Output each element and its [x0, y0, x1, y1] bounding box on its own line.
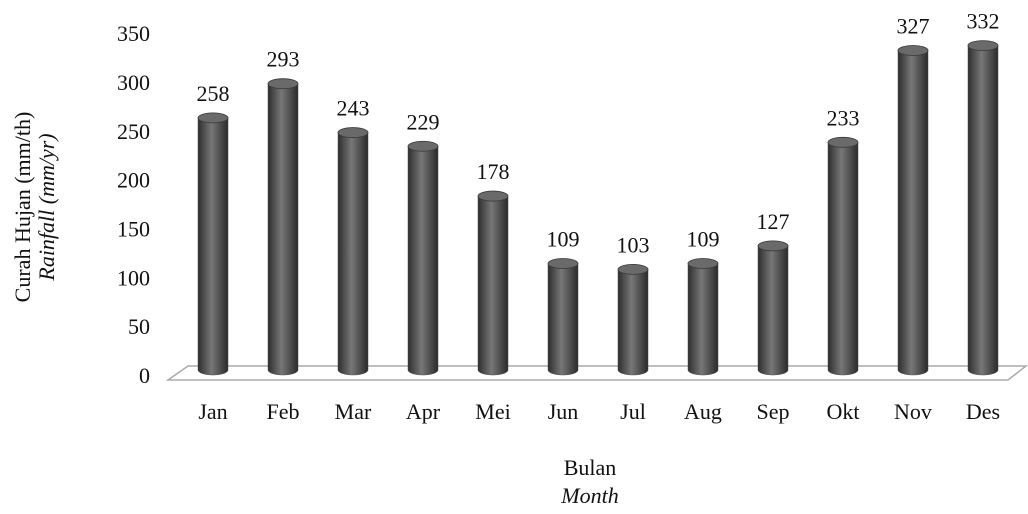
- x-tick-label: Des: [966, 399, 1000, 424]
- bar: [617, 263, 649, 376]
- value-label: 332: [967, 9, 1000, 34]
- value-label: 178: [477, 159, 510, 184]
- value-label: 233: [827, 105, 860, 130]
- y-axis-subtitle: Rainfall (mm/yr): [34, 133, 59, 281]
- value-label: 127: [757, 209, 790, 234]
- y-axis-title: Curah Hujan (mm/th): [10, 112, 35, 303]
- value-label: 103: [617, 232, 650, 257]
- y-tick-label: 350: [117, 21, 150, 46]
- x-tick-label: Sep: [757, 399, 790, 424]
- x-tick-label: Okt: [827, 399, 860, 424]
- bar: [757, 240, 789, 376]
- value-label: 327: [897, 14, 930, 39]
- y-tick-label: 200: [117, 168, 150, 193]
- x-tick-label: Mei: [475, 399, 510, 424]
- value-label: 109: [547, 227, 580, 252]
- value-label: 243: [337, 96, 370, 121]
- bar: [687, 258, 719, 376]
- x-axis-title: Bulan: [564, 455, 617, 480]
- bar: [407, 140, 439, 376]
- x-tick-label: Feb: [267, 399, 300, 424]
- y-tick-label: 150: [117, 216, 150, 241]
- bar: [547, 258, 579, 376]
- bar: [967, 40, 999, 376]
- x-tick-label: Aug: [684, 399, 722, 424]
- bar: [197, 112, 229, 376]
- bar: [267, 78, 299, 376]
- value-label: 109: [687, 227, 720, 252]
- value-label: 229: [407, 109, 440, 134]
- x-tick-label: Mar: [335, 399, 372, 424]
- x-tick-label: Jan: [198, 399, 227, 424]
- bar: [827, 136, 859, 376]
- bar: [477, 190, 509, 376]
- x-tick-label: Jun: [548, 399, 579, 424]
- x-axis-subtitle: Month: [560, 483, 618, 508]
- y-tick-label: 250: [117, 119, 150, 144]
- x-tick-label: Jul: [620, 399, 646, 424]
- y-tick-label: 300: [117, 70, 150, 95]
- bar: [337, 127, 369, 376]
- y-tick-label: 0: [139, 363, 150, 388]
- y-tick-label: 100: [117, 265, 150, 290]
- value-label: 293: [267, 47, 300, 72]
- y-tick-label: 50: [128, 314, 150, 339]
- x-tick-label: Apr: [406, 399, 441, 424]
- bar: [897, 45, 929, 376]
- floor: [165, 365, 1028, 381]
- value-label: 258: [197, 81, 230, 106]
- x-tick-label: Nov: [894, 399, 932, 424]
